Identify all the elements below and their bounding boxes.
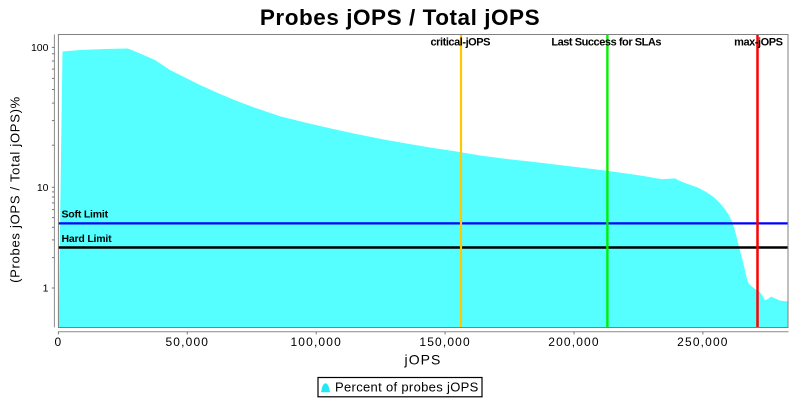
svg-text:jOPS: jOPS <box>404 352 442 368</box>
svg-text:Probes jOPS / Total jOPS: Probes jOPS / Total jOPS <box>260 5 540 30</box>
svg-text:(Probes jOPS / Total jOPS)%: (Probes jOPS / Total jOPS)% <box>8 96 23 283</box>
svg-text:100,000: 100,000 <box>290 335 341 349</box>
svg-text:critical-jOPS: critical-jOPS <box>431 36 491 48</box>
svg-text:250,000: 250,000 <box>677 335 728 349</box>
svg-text:100: 100 <box>31 42 49 54</box>
svg-text:10: 10 <box>37 182 49 194</box>
svg-text:max-jOPS: max-jOPS <box>734 36 782 48</box>
svg-text:Hard Limit: Hard Limit <box>62 233 113 245</box>
svg-text:200,000: 200,000 <box>548 335 599 349</box>
svg-text:Percent of probes jOPS: Percent of probes jOPS <box>335 380 479 395</box>
svg-text:150,000: 150,000 <box>419 335 470 349</box>
svg-text:Last Success for SLAs: Last Success for SLAs <box>551 36 661 48</box>
svg-text:50,000: 50,000 <box>165 335 209 349</box>
svg-text:1: 1 <box>43 283 49 295</box>
svg-text:0: 0 <box>54 335 62 349</box>
svg-text:Soft Limit: Soft Limit <box>62 209 109 221</box>
